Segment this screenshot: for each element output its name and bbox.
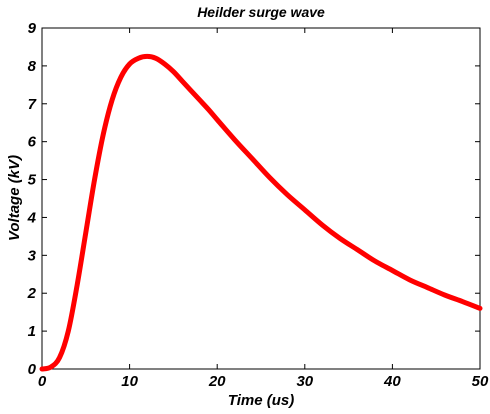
series-line <box>39 53 483 372</box>
y-tick-label: 3 <box>28 247 37 264</box>
x-axis-label: Time (us) <box>228 392 294 409</box>
y-tick-label: 0 <box>28 361 37 378</box>
y-tick-label: 7 <box>28 96 37 113</box>
y-tick-label: 9 <box>28 20 37 37</box>
y-tick-label: 8 <box>28 58 37 75</box>
y-axis-label: Voltage (kV) <box>6 155 23 241</box>
y-tick-label: 1 <box>28 323 36 340</box>
y-tick-label: 5 <box>28 172 37 189</box>
chart-title: Heilder surge wave <box>197 4 325 20</box>
x-tick-label: 20 <box>208 373 226 390</box>
x-tick-label: 50 <box>472 373 489 390</box>
x-tick-label: 10 <box>121 373 138 390</box>
x-tick-label: 0 <box>38 373 47 390</box>
x-tick-label: 30 <box>296 373 313 390</box>
y-tick-label: 6 <box>28 134 37 151</box>
x-tick-label: 40 <box>383 373 401 390</box>
x-tick-labels: 0 10 20 30 40 50 <box>38 373 489 390</box>
plot-area <box>41 27 481 370</box>
y-tick-label: 2 <box>27 285 37 302</box>
y-tick-labels: 0 1 2 3 4 5 6 7 8 9 <box>27 20 37 378</box>
y-tick-label: 4 <box>27 209 37 226</box>
